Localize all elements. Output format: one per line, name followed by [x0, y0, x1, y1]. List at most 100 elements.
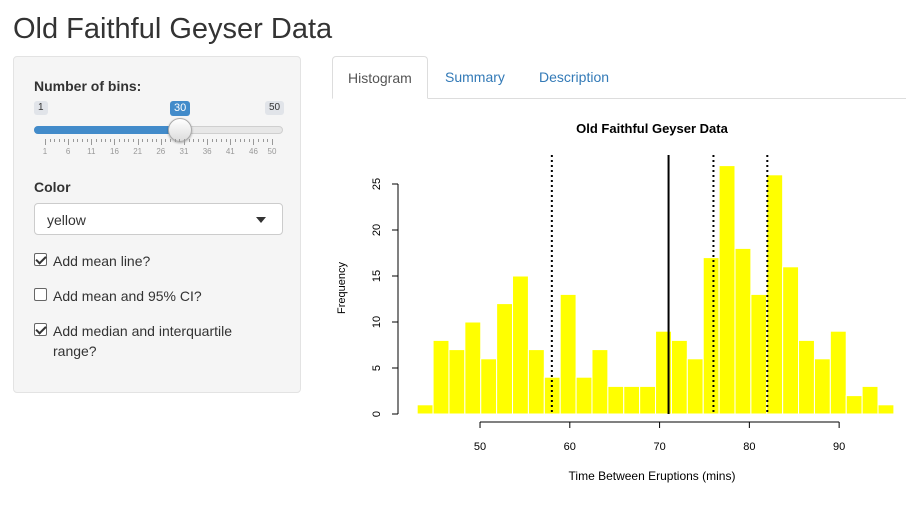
color-label: Color	[34, 179, 71, 195]
slider-tick	[82, 139, 84, 142]
histogram-bar	[623, 385, 641, 415]
slider-tick-label: 1	[42, 147, 48, 156]
slider-tick	[142, 139, 144, 142]
slider-tick	[207, 139, 209, 145]
slider-tick-label: 16	[110, 147, 119, 156]
y-axis-tick-label: 20	[371, 224, 383, 236]
slider-tick	[54, 139, 56, 142]
slider-tick	[105, 139, 107, 142]
x-axis-label: Time Between Eruptions (mins)	[569, 469, 736, 483]
slider-tick	[123, 139, 125, 142]
slider-tick	[174, 139, 176, 142]
sidebar-panel: Number of bins: 1 30 50 1 6 11 16 21 26 31 36 41…	[13, 56, 301, 393]
slider-tick	[63, 139, 65, 142]
histogram-bar	[639, 385, 657, 415]
slider-tick	[151, 139, 153, 142]
histogram-bar	[607, 385, 625, 415]
slider-tick	[119, 139, 121, 142]
bins-label: Number of bins:	[34, 78, 142, 94]
histogram-bar	[432, 339, 450, 415]
slider-tick	[267, 139, 269, 142]
tab-histogram[interactable]: Histogram	[332, 56, 428, 99]
slider-tick	[225, 139, 227, 142]
slider-tick	[248, 139, 250, 142]
slider-tick	[137, 139, 139, 145]
slider-tick	[211, 139, 213, 142]
histogram-bar	[591, 349, 609, 415]
mean-ci-checkbox[interactable]	[34, 288, 47, 301]
chart-title: Old Faithful Geyser Data	[576, 121, 728, 136]
slider-tick	[156, 139, 158, 142]
slider-tick-label: 26	[156, 147, 166, 156]
median-iqr-checkbox[interactable]	[34, 323, 47, 336]
slider-tick-label: 11	[87, 147, 96, 156]
histogram-bar	[512, 275, 529, 415]
y-axis-tick-label: 5	[371, 365, 383, 371]
slider-tick	[262, 139, 264, 142]
slider-tick	[179, 139, 181, 142]
mean-ci-label: Add mean and 95% CI?	[53, 288, 202, 304]
slider-max-label: 50	[265, 101, 285, 115]
slider-tick	[58, 139, 60, 142]
histogram-bar	[877, 404, 895, 415]
slider-tick-label: 50	[267, 147, 277, 156]
slider-tick	[197, 139, 199, 142]
y-axis-tick-label: 0	[371, 411, 383, 417]
slider-tick	[100, 139, 102, 142]
slider-tick	[45, 139, 46, 145]
histogram-bar	[829, 330, 847, 415]
x-axis-tick-label: 80	[743, 441, 755, 453]
x-axis-tick-label: 50	[474, 441, 486, 453]
histogram-bar	[686, 358, 704, 415]
slider-tick	[216, 139, 218, 142]
slider-tick	[230, 139, 232, 145]
histogram-bar	[527, 349, 545, 415]
histogram-bar	[670, 339, 688, 415]
histogram-bar	[766, 174, 784, 415]
histogram-bar	[496, 303, 514, 415]
histogram-bar	[861, 385, 879, 415]
page-title: Old Faithful Geyser Data	[13, 13, 333, 45]
color-select[interactable]: yellow	[34, 203, 283, 235]
slider-tick	[95, 139, 97, 142]
histogram-bar	[782, 266, 800, 415]
slider-tick-label: 31	[179, 147, 189, 156]
slider-tick	[68, 139, 70, 145]
median-iqr-label: Add median and interquartile	[53, 323, 233, 339]
slider-tick	[128, 139, 130, 142]
slider-tick-label: 41	[225, 147, 235, 156]
mean-line-checkbox[interactable]	[34, 253, 47, 266]
histogram-bar	[750, 293, 768, 415]
slider-tick	[272, 139, 273, 145]
bins-slider-fill	[34, 126, 180, 134]
slider-tick	[244, 139, 246, 142]
slider-tick-label: 36	[202, 147, 212, 156]
histogram-bar	[464, 321, 482, 415]
histogram-bar	[448, 349, 466, 415]
slider-tick-label: 6	[65, 147, 71, 156]
slider-value-label: 30	[170, 101, 191, 116]
tab-description[interactable]: Description	[539, 69, 610, 85]
slider-tick	[221, 139, 223, 142]
y-axis-tick-label: 10	[371, 316, 383, 328]
slider-tick	[114, 139, 116, 145]
slider-tick	[165, 139, 167, 142]
slider-tick	[202, 139, 204, 142]
median-iqr-label-line2: range?	[53, 343, 97, 359]
histogram-bar	[718, 165, 736, 415]
tab-summary[interactable]: Summary	[445, 69, 505, 85]
histogram-bar	[845, 395, 863, 415]
histogram-bar	[734, 247, 752, 415]
slider-tick	[183, 139, 185, 145]
histogram-bar	[702, 257, 720, 415]
slider-tick	[133, 139, 135, 142]
slider-tick	[91, 139, 93, 145]
slider-tick	[72, 139, 74, 142]
slider-tick	[86, 139, 88, 142]
slider-tick	[258, 139, 260, 142]
slider-tick	[160, 139, 162, 145]
slider-tick	[193, 139, 195, 142]
histogram-bar	[416, 404, 434, 415]
slider-tick	[49, 139, 51, 142]
